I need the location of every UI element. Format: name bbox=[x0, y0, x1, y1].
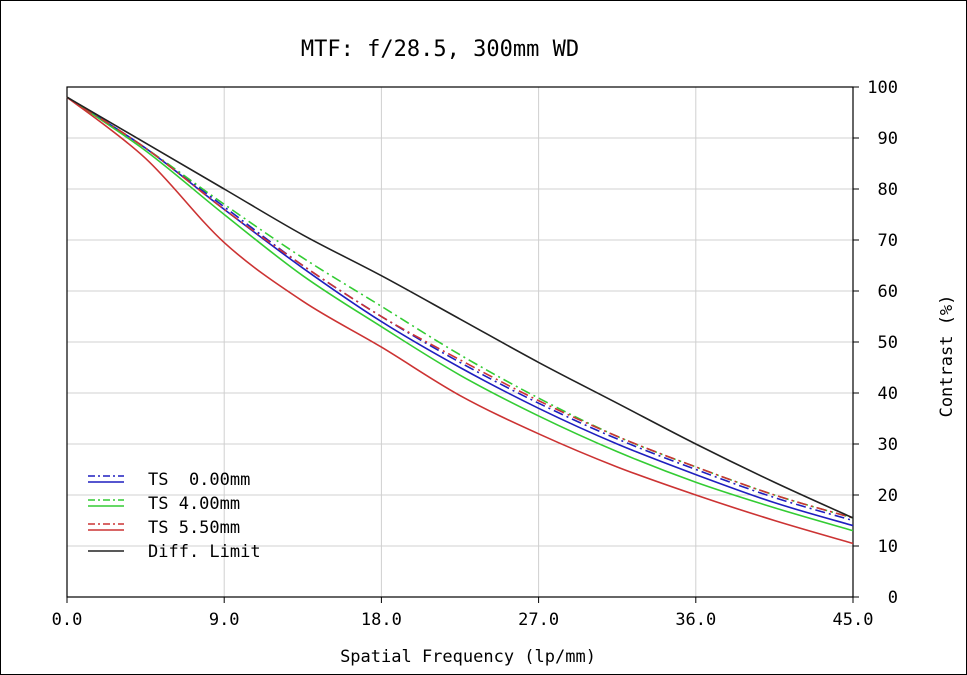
x-tick-label: 45.0 bbox=[833, 610, 874, 630]
x-axis-ticks: 0.0 9.0 18.0 27.0 36.0 45.0 bbox=[52, 597, 874, 630]
y-tick-label: 80 bbox=[878, 180, 898, 200]
series-line-diff-limit bbox=[66, 96, 854, 519]
y-tick-label: 90 bbox=[878, 129, 898, 149]
series-line-ts-4-00mm-s bbox=[66, 96, 854, 532]
x-axis-label: Spatial Frequency (lp/mm) bbox=[340, 647, 596, 667]
series-line-ts-5-50mm-s bbox=[66, 96, 854, 545]
legend-label: TS 4.00mm bbox=[148, 494, 240, 514]
y-axis-label: Contrast (%) bbox=[937, 295, 957, 418]
legend-label: TS 5.50mm bbox=[148, 518, 240, 538]
y-tick-label: 60 bbox=[878, 282, 898, 302]
chart-title: MTF: f/28.5, 300mm WD bbox=[301, 37, 579, 62]
series-line-ts-0-00mm-s bbox=[66, 96, 854, 527]
y-tick-label: 10 bbox=[878, 537, 898, 557]
y-axis-ticks: 0 10 20 30 40 50 60 70 80 90 100 bbox=[853, 78, 898, 608]
series-line-ts-5-50mm-t bbox=[66, 96, 854, 519]
x-tick-label: 9.0 bbox=[209, 610, 240, 630]
y-tick-label: 0 bbox=[888, 588, 898, 608]
y-tick-label: 70 bbox=[878, 231, 898, 251]
x-tick-label: 0.0 bbox=[52, 610, 83, 630]
y-tick-label: 50 bbox=[878, 333, 898, 353]
series-line-ts-4-00mm-t bbox=[66, 96, 854, 519]
y-tick-label: 100 bbox=[867, 78, 898, 98]
y-tick-label: 40 bbox=[878, 384, 898, 404]
x-tick-label: 18.0 bbox=[361, 610, 402, 630]
y-tick-label: 20 bbox=[878, 486, 898, 506]
legend-label: TS 0.00mm bbox=[148, 470, 250, 490]
x-tick-label: 36.0 bbox=[675, 610, 716, 630]
y-tick-label: 30 bbox=[878, 435, 898, 455]
legend: TS 0.00mm TS 4.00mm TS 5.50mm Diff. Limit bbox=[88, 470, 261, 562]
x-tick-label: 27.0 bbox=[518, 610, 559, 630]
series-line-ts-0-00mm-t bbox=[66, 96, 854, 522]
series-layer bbox=[66, 96, 854, 545]
legend-label: Diff. Limit bbox=[148, 542, 261, 562]
